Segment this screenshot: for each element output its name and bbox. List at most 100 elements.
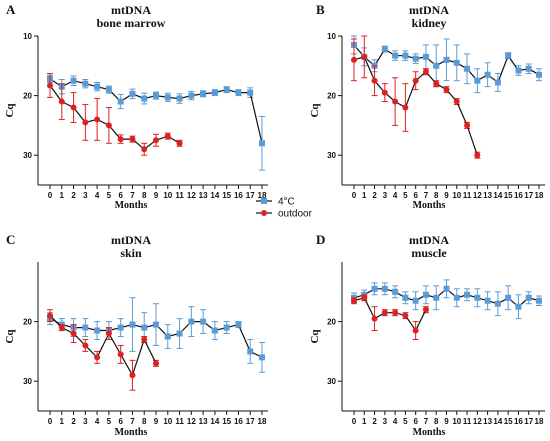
x-tick-label: 10 <box>163 417 172 426</box>
x-tick-label: 13 <box>199 417 208 426</box>
data-point <box>235 321 242 328</box>
x-axis-label: Months <box>413 200 446 211</box>
x-tick-label: 8 <box>142 191 147 200</box>
data-point <box>381 285 388 292</box>
data-point <box>211 89 218 96</box>
data-point <box>371 285 378 292</box>
data-point <box>351 297 357 304</box>
x-tick-label: 2 <box>71 417 76 426</box>
data-point <box>164 333 171 340</box>
data-point <box>494 79 501 86</box>
x-tick-label: 3 <box>83 191 88 200</box>
x-tick-label: 15 <box>222 191 231 200</box>
data-point <box>422 68 429 75</box>
legend-label: 4°C <box>278 197 295 208</box>
data-point <box>422 53 429 60</box>
data-point <box>392 309 399 316</box>
data-point <box>94 354 101 361</box>
series-cold <box>351 279 542 320</box>
y-axis-label: Cq <box>309 329 321 344</box>
x-tick-label: 9 <box>444 417 449 426</box>
data-point <box>94 116 101 123</box>
x-tick-label: 16 <box>234 417 243 426</box>
data-point <box>464 122 471 129</box>
x-tick-label: 13 <box>483 191 492 200</box>
x-tick-label: 6 <box>118 417 123 426</box>
data-point <box>536 71 542 78</box>
x-tick-label: 17 <box>246 417 255 426</box>
chart-title: mtDNA <box>409 233 449 247</box>
data-point <box>381 89 388 96</box>
x-tick-label: 9 <box>154 191 159 200</box>
data-point <box>70 77 77 84</box>
x-tick-label: 0 <box>48 191 53 200</box>
x-axis-label: Months <box>413 427 446 438</box>
data-point <box>82 342 89 349</box>
data-point <box>381 309 388 316</box>
x-tick-label: 16 <box>234 191 243 200</box>
x-tick-label: 15 <box>504 417 513 426</box>
data-point <box>223 324 230 331</box>
x-tick-label: 10 <box>452 417 461 426</box>
x-axis-label: Months <box>115 427 148 438</box>
y-axis-label: Cq <box>4 329 16 344</box>
data-point <box>422 291 429 298</box>
x-tick-label: 4 <box>393 417 398 426</box>
data-point <box>433 62 440 69</box>
x-tick-label: 3 <box>383 191 388 200</box>
chart-subtitle: kidney <box>412 16 447 30</box>
data-point <box>188 92 195 99</box>
x-tick-label: 4 <box>95 191 100 200</box>
series-outdoor <box>47 309 159 391</box>
x-tick-label: 17 <box>524 191 533 200</box>
y-tick-label: 20 <box>327 318 336 327</box>
data-point <box>117 98 124 105</box>
data-point <box>505 52 512 59</box>
x-tick-label: 7 <box>130 417 135 426</box>
data-point <box>484 297 491 304</box>
data-point <box>247 89 254 96</box>
y-axis-label: Cq <box>309 103 321 118</box>
data-point <box>176 95 183 102</box>
x-tick-label: 6 <box>413 417 418 426</box>
x-tick-label: 6 <box>413 191 418 200</box>
x-tick-label: 18 <box>535 191 544 200</box>
x-tick-label: 17 <box>246 191 255 200</box>
x-tick-label: 5 <box>107 191 112 200</box>
y-tick-label: 20 <box>23 92 32 101</box>
data-point <box>141 95 148 102</box>
y-tick-label: 10 <box>327 32 336 41</box>
data-point <box>392 98 399 105</box>
data-point <box>105 86 112 93</box>
data-point <box>141 146 148 153</box>
data-point <box>176 330 183 337</box>
data-point <box>433 80 440 87</box>
data-point <box>200 318 207 325</box>
data-point <box>381 46 388 53</box>
x-tick-label: 18 <box>258 191 267 200</box>
data-point <box>453 98 460 105</box>
x-tick-label: 14 <box>210 191 219 200</box>
x-tick-label: 2 <box>372 417 377 426</box>
x-tick-label: 1 <box>60 191 65 200</box>
data-point <box>525 294 532 301</box>
data-point <box>412 55 419 62</box>
data-point <box>515 303 522 310</box>
x-tick-label: 14 <box>210 417 219 426</box>
data-point <box>453 59 460 66</box>
data-point <box>402 294 409 301</box>
data-point <box>412 77 419 84</box>
data-point <box>164 94 171 101</box>
y-axis-label: Cq <box>4 103 16 118</box>
series-line <box>49 315 157 377</box>
x-tick-label: 7 <box>130 191 135 200</box>
chart-subtitle: skin <box>120 246 142 260</box>
data-point <box>464 291 471 298</box>
data-point <box>117 351 124 358</box>
x-tick-label: 10 <box>452 191 461 200</box>
data-point <box>235 89 242 96</box>
